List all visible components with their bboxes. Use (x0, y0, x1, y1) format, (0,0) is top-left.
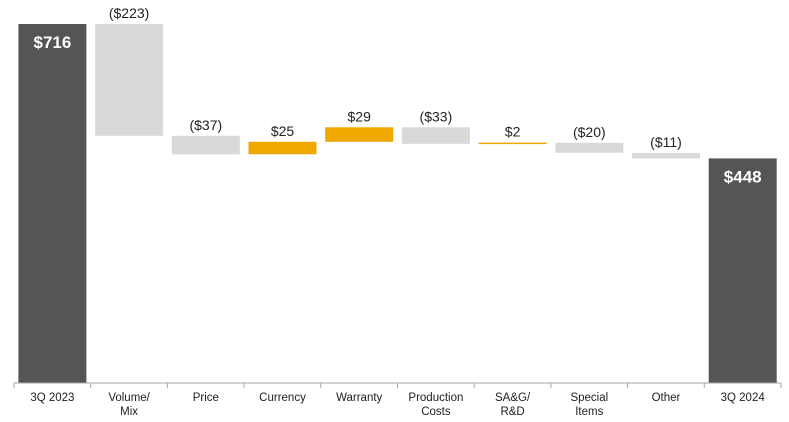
bar-2 (95, 24, 164, 136)
value-label-10: $448 (724, 167, 762, 186)
x-ticks-layer (13, 383, 782, 388)
bar-3 (171, 135, 240, 155)
category-label-line: Currency (259, 392, 306, 404)
category-label-5: Warranty (336, 392, 382, 404)
value-label-7: $2 (505, 124, 521, 140)
bar-10 (708, 158, 777, 383)
category-label-line: 3Q 2024 (721, 392, 766, 404)
category-label-line: Mix (120, 406, 138, 418)
category-label-2: Volume/Mix (108, 392, 150, 418)
category-label-10: 3Q 2024 (721, 392, 766, 404)
bar-4 (248, 141, 317, 155)
category-label-line: Costs (421, 406, 451, 418)
bar-8 (555, 142, 624, 153)
category-labels-layer: 3Q 2023 Volume/Mix Price Currency Warranty Pr… (30, 392, 765, 418)
value-label-1: $716 (33, 33, 71, 52)
value-label-2: ($223) (109, 5, 149, 21)
category-label-line: 3Q 2023 (30, 392, 74, 404)
bar-9 (632, 152, 700, 159)
bar-6 (401, 127, 470, 144)
category-label-line: Other (652, 392, 681, 404)
category-label-6: Production Costs (408, 392, 463, 418)
category-label-line: R&D (500, 406, 524, 418)
value-label-8: ($20) (573, 124, 606, 140)
category-label-line: Special (570, 392, 608, 404)
bar-1 (18, 24, 87, 383)
category-label-7: SA&G/R&D (495, 392, 531, 418)
value-labels-layer: $716 ($223) ($37) $25 $29 ($33) $2 ($20) ($11) $4… (33, 5, 761, 186)
category-label-line: Production (408, 392, 463, 404)
category-label-line: SA&G/ (495, 392, 531, 404)
category-label-4: Currency (259, 392, 306, 404)
bar-7 (478, 142, 547, 145)
value-label-5: $29 (348, 108, 372, 124)
value-label-9: ($11) (650, 134, 682, 150)
bars-layer (18, 24, 777, 383)
category-label-3: Price (193, 392, 219, 404)
category-label-line: Price (193, 392, 219, 404)
value-label-3: ($37) (189, 117, 222, 133)
category-label-line: Volume/ (108, 392, 150, 404)
bar-5 (325, 127, 394, 142)
category-label-line: Items (575, 406, 603, 418)
category-label-line: Warranty (336, 392, 382, 404)
category-label-9: Other (652, 392, 681, 404)
category-label-8: Special Items (570, 392, 608, 418)
value-label-6: ($33) (420, 108, 453, 124)
value-label-4: $25 (271, 123, 295, 139)
category-label-1: 3Q 2023 (30, 392, 74, 404)
